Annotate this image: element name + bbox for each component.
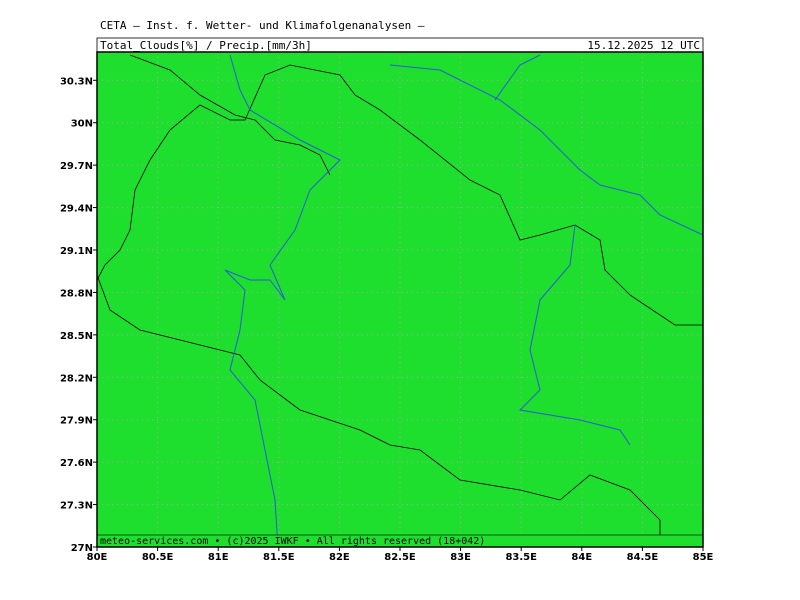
y-tick-label: 27.6N — [60, 458, 93, 469]
river — [224, 54, 341, 548]
y-tick-label: 29.7N — [60, 161, 93, 172]
y-tick-label: 29.4N — [60, 204, 93, 215]
y-tick-label: 28.8N — [60, 288, 93, 299]
river — [494, 54, 631, 446]
x-tick-label: 83E — [450, 552, 471, 563]
border — [96, 274, 661, 547]
x-tick-label: 82.5E — [384, 552, 416, 563]
border — [96, 64, 703, 326]
x-tick-label: 84.5E — [627, 552, 659, 563]
cloud-field — [97, 52, 703, 547]
x-tick-label: 82E — [329, 552, 350, 563]
ticks: 80E 80.5E 81E 81.5E 82E 82.5E 83E 83.5E 84E 84.5E… — [60, 76, 714, 563]
header-title: CETA — Inst. f. Wetter- und Klimafolgena… — [100, 19, 425, 32]
border — [129, 54, 331, 176]
x-tick-label: 81.5E — [263, 552, 295, 563]
x-tick-label: 81E — [208, 552, 229, 563]
y-tick-label: 30N — [71, 119, 93, 130]
river — [389, 64, 704, 236]
x-tick-label: 80.5E — [142, 552, 174, 563]
y-tick-label: 27N — [71, 543, 93, 554]
y-tick-label: 27.9N — [60, 416, 93, 427]
x-tick-label: 83.5E — [505, 552, 537, 563]
field-label: Total_Clouds[%] / Precip.[mm/3h] — [100, 39, 312, 52]
x-tick-label: 80E — [87, 552, 108, 563]
x-tick-label: 85E — [693, 552, 714, 563]
y-tick-label: 28.5N — [60, 331, 93, 342]
x-tick-label: 84E — [571, 552, 592, 563]
y-tick-label: 28.2N — [60, 373, 93, 384]
time-label: 15.12.2025 12 UTC — [587, 39, 700, 52]
y-tick-label: 27.3N — [60, 501, 93, 512]
y-tick-label: 29.1N — [60, 246, 93, 257]
y-tick-label: 30.3N — [60, 76, 93, 87]
footer: meteo-services.com • (c)2025 IWKF • All … — [100, 536, 485, 547]
